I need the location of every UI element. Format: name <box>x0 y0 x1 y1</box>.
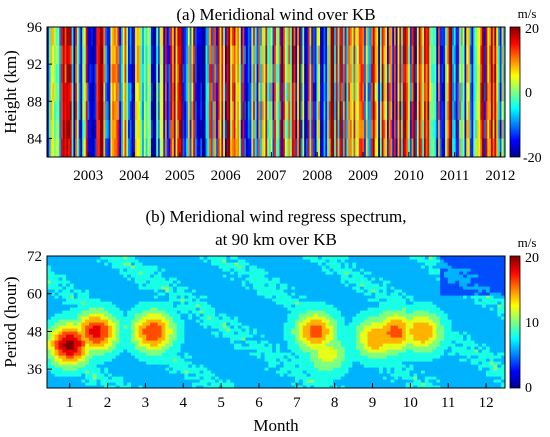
panel-a-xtick-label: 2007 <box>256 168 287 184</box>
colorbar-a-tick-mid: 0 <box>525 86 532 101</box>
panel-a-xtick-label: 2008 <box>302 168 332 184</box>
panel-b-xtick-label: 4 <box>180 395 188 411</box>
colorbar-b-tick-max: 20 <box>525 251 539 266</box>
colorbar-a-unit: m/s <box>518 6 537 21</box>
colorbar-a-tick-min: -20 <box>523 151 542 166</box>
panel-a-xtick-label: 2005 <box>165 168 195 184</box>
panel-b-xtick-label: 5 <box>217 395 225 411</box>
panel-a-ytick-label: 96 <box>27 20 43 36</box>
panel-b-frame <box>46 255 506 389</box>
panel-b-xtick-label: 6 <box>255 395 263 411</box>
colorbar-b-tick-min: 0 <box>525 381 532 396</box>
panel-b-xlabel: Month <box>253 416 299 435</box>
panel-b-xtick-label: 10 <box>403 395 418 411</box>
panel-b-xtick-label: 1 <box>66 395 74 411</box>
colorbar-a-tick-max: 20 <box>525 22 539 37</box>
panel-b-subtitle: at 90 km over KB <box>215 230 337 249</box>
panel-a-xtick-label: 2003 <box>73 168 103 184</box>
colorbar-b-unit: m/s <box>518 235 537 250</box>
panel-b-title: (b) Meridional wind regress spectrum, <box>145 207 406 226</box>
panel-a: (a) Meridional wind over KB Height (km) … <box>1 5 542 184</box>
panel-b-ytick-label: 72 <box>27 249 42 265</box>
panel-b-ytick-label: 48 <box>27 324 42 340</box>
panel-a-frame <box>46 26 506 158</box>
panel-a-xtick-label: 2010 <box>394 168 424 184</box>
panel-b-xtick-label: 2 <box>104 395 112 411</box>
panel-a-xtick-label: 2011 <box>440 168 469 184</box>
panel-b-ytick-label: 36 <box>27 362 43 378</box>
panel-b-ytick-label: 60 <box>27 287 42 303</box>
panel-a-ytick-label: 88 <box>27 94 42 110</box>
heatmap-a-plot-area <box>47 27 505 157</box>
panel-a-ytick-label: 84 <box>27 131 43 147</box>
colorbar-b-tick-mid: 10 <box>525 316 539 331</box>
panel-a-xtick-label: 2009 <box>348 168 378 184</box>
panel-b-xtick-label: 12 <box>479 395 494 411</box>
panel-a-xtick-label: 2006 <box>211 168 242 184</box>
panel-a-ylabel: Height (km) <box>1 50 20 134</box>
panel-b-ylabel: Period (hour) <box>1 276 20 367</box>
heatmap-b-plot-area <box>47 256 505 388</box>
panel-b-xtick-label: 7 <box>293 395 301 411</box>
panel-a-ytick-label: 92 <box>27 57 42 73</box>
panel-b: (b) Meridional wind regress spectrum, at… <box>1 207 539 435</box>
colorbar-b <box>509 255 521 389</box>
panel-a-ticks: 2003 2004 2005 2006 2007 2008 2009 2010 2011 2012… <box>27 20 515 184</box>
panel-a-title: (a) Meridional wind over KB <box>176 5 375 24</box>
colorbar-a <box>509 26 521 158</box>
panel-b-xtick-label: 3 <box>142 395 150 411</box>
panel-b-xtick-label: 11 <box>441 395 455 411</box>
panel-b-xtick-label: 8 <box>331 395 339 411</box>
panel-a-xtick-label: 2012 <box>485 168 515 184</box>
panel-a-xtick-label: 2004 <box>119 168 150 184</box>
panel-b-xtick-label: 9 <box>369 395 377 411</box>
